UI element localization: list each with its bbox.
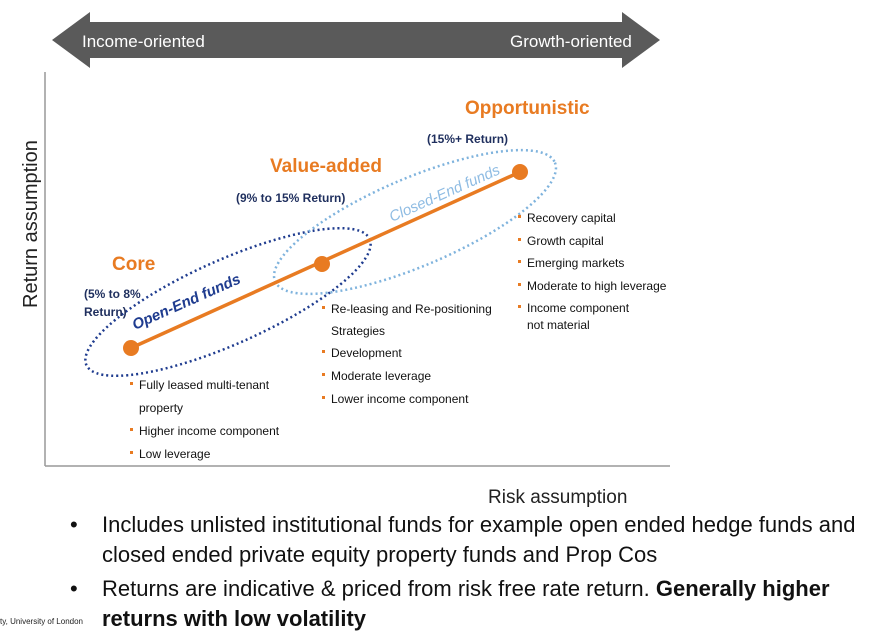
list-item: Income component [527, 301, 630, 315]
notes-list: • Includes unlisted institutional funds … [70, 510, 880, 638]
list-item: Emerging markets [527, 256, 624, 270]
bullet-marker [518, 283, 521, 286]
list-item: Higher income component [139, 424, 280, 438]
list-item: Development [331, 346, 402, 360]
list-item: Low leverage [139, 447, 211, 461]
bullet-marker [518, 238, 521, 241]
bullet-marker [518, 260, 521, 263]
closed-end-funds-ellipse [272, 148, 558, 296]
list-item: Strategies [331, 324, 385, 338]
bullet-dot: • [70, 576, 78, 601]
opportunistic-title: Opportunistic [465, 98, 590, 119]
bullet-marker [130, 451, 133, 454]
opportunistic-point [512, 164, 528, 180]
list-item: Lower income component [331, 392, 469, 406]
closed-end-funds-label: Closed-End funds [387, 161, 503, 225]
value-added-return: (9% to 15% Return) [236, 191, 345, 205]
core-title: Core [112, 254, 155, 275]
list-item: property [139, 401, 183, 415]
bullet-marker [322, 396, 325, 399]
x-axis-label: Risk assumption [488, 487, 627, 508]
list-item: Moderate leverage [331, 369, 431, 383]
list-item: not material [527, 318, 590, 332]
footer-source: ty, University of London [0, 617, 84, 626]
core-return-line1: (5% to 8% [84, 287, 141, 301]
y-axis-label: Return assumption [20, 140, 42, 308]
bullet-marker [518, 305, 521, 308]
bullet-marker [322, 350, 325, 353]
note-item: • Returns are indicative & priced from r… [70, 574, 880, 634]
bullet-marker [518, 215, 521, 218]
core-point [123, 340, 139, 356]
value-added-point [314, 256, 330, 272]
bullet-marker [130, 428, 133, 431]
note-text: Includes unlisted institutional funds fo… [102, 512, 856, 567]
income-oriented-label: Income-oriented [82, 32, 205, 51]
bullet-marker [322, 373, 325, 376]
orientation-arrow [52, 12, 660, 68]
list-item: Recovery capital [527, 211, 616, 225]
opportunistic-bullet-list: Recovery capital Growth capital Emerging… [518, 211, 667, 332]
list-item: Re-leasing and Re-positioning [331, 302, 492, 316]
value-added-title: Value-added [270, 156, 382, 177]
list-item: Fully leased multi-tenant [139, 378, 270, 392]
note-item: • Includes unlisted institutional funds … [70, 510, 880, 570]
opportunistic-return: (15%+ Return) [427, 132, 508, 146]
bullet-marker [130, 382, 133, 385]
list-item: Growth capital [527, 234, 604, 248]
bullet-dot: • [70, 512, 78, 537]
list-item: Moderate to high leverage [527, 279, 667, 293]
core-return-line2: Return) [84, 305, 127, 319]
note-text: Returns are indicative & priced from ris… [102, 576, 656, 601]
bullet-marker [322, 306, 325, 309]
core-bullet-list: Fully leased multi-tenant property Highe… [130, 378, 280, 461]
growth-oriented-label: Growth-oriented [510, 32, 632, 51]
value-added-bullet-list: Re-leasing and Re-positioning Strategies… [322, 302, 492, 406]
